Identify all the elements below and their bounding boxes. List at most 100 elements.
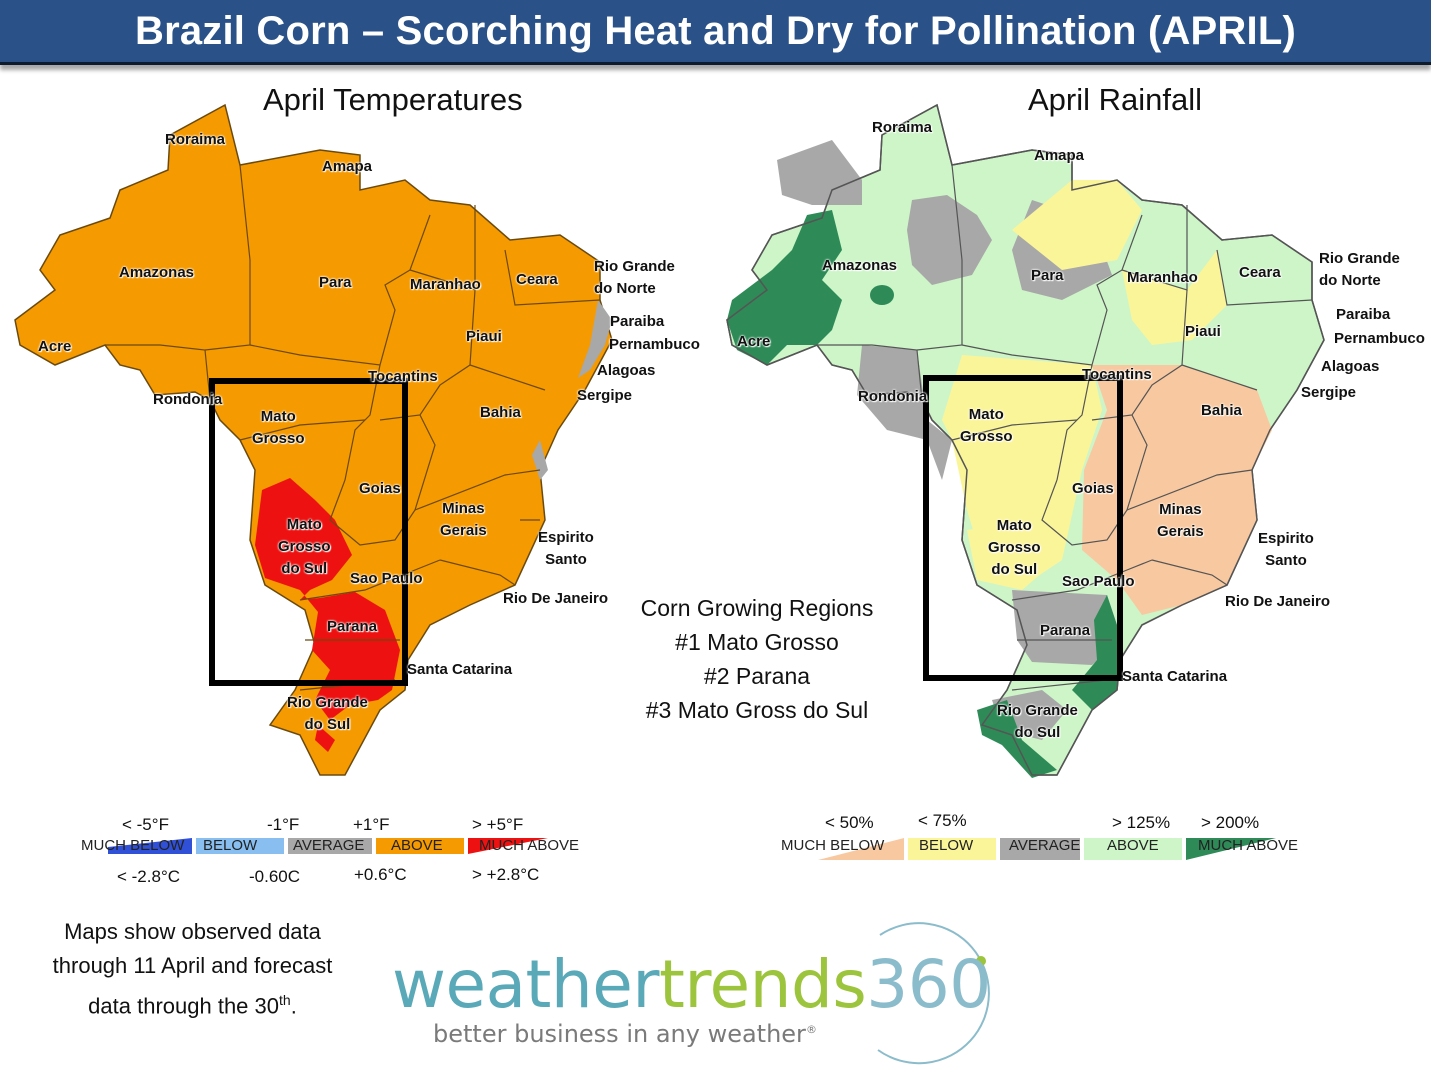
rain-corn-region-box	[923, 375, 1123, 681]
temp-state-label: Santa Catarina	[407, 661, 513, 678]
logo-dot	[976, 956, 986, 966]
logo-word-360: 360	[866, 946, 991, 1023]
rain-state-label: Amazonas	[822, 257, 898, 274]
corn-regions-heading: Corn Growing Regions	[640, 595, 874, 621]
logo-word-trends: trends	[658, 946, 867, 1023]
temp-state-label: Roraima	[165, 131, 226, 148]
rain-state-label: Rio De Janeiro	[1225, 593, 1331, 610]
temp-state-label: Pernambuco	[609, 336, 700, 353]
notes-superscript: th	[279, 992, 291, 1008]
temp-state-label: Amapa	[322, 158, 373, 175]
temp-state-label: Mato Grosso do Sul	[278, 516, 331, 577]
rain-state-label: Piaui	[1185, 323, 1221, 340]
rain-legend-top-tick: > 125%	[1112, 813, 1171, 832]
rain-legend-top-tick: < 75%	[918, 811, 967, 830]
temp-state-label: Parana	[327, 618, 378, 635]
notes-line-end: .	[290, 993, 297, 1019]
temp-state-label: Goias	[359, 480, 401, 497]
temp-legend-top-tick: +1°F	[353, 815, 390, 834]
rain-state-label: Para	[1031, 267, 1064, 284]
rain-state-label: Mato Grosso	[960, 406, 1013, 445]
rain-state-label: Tocantins	[1082, 366, 1152, 383]
logo-wordmark: weathertrends360	[392, 946, 991, 1023]
notes-line: through 11 April and forecast	[52, 953, 333, 978]
rainfall-map-title: April Rainfall	[1028, 82, 1203, 117]
rain-state-label: Minas Gerais	[1157, 501, 1204, 540]
notes-line: data through the 30th.	[20, 983, 365, 1023]
rain-state-label: Alagoas	[1321, 358, 1380, 375]
rain-state-label: Parana	[1040, 622, 1091, 639]
temp-legend-top-tick: > +5°F	[472, 815, 524, 834]
rain-state-label: Amapa	[1034, 147, 1085, 164]
temp-legend-category: AVERAGE	[293, 837, 365, 854]
logo-registered-mark: ®	[805, 1023, 817, 1036]
rain-state-label: Goias	[1072, 480, 1114, 497]
temp-legend-category: ABOVE	[391, 837, 443, 854]
data-notes: Maps show observed data through 11 April…	[20, 915, 365, 1023]
temp-legend-top-tick: -1°F	[267, 815, 300, 834]
temp-legend-bottom-tick: +0.6°C	[354, 865, 407, 884]
corn-regions-info: Corn Growing Regions #1 Mato Grosso #2 P…	[622, 591, 892, 727]
temp-state-label: Maranhao	[410, 276, 481, 293]
rain-legend-top-tick: < 50%	[825, 813, 874, 832]
temperature-map	[14, 104, 613, 776]
corn-region-item: #3 Mato Gross do Sul	[645, 697, 869, 723]
rain-state-label: Rio Grande do Sul	[997, 702, 1078, 741]
rainfall-legend-bar	[818, 838, 1276, 860]
rain-legend-category: BELOW	[919, 837, 974, 854]
rain-state-label: Mato Grosso do Sul	[988, 517, 1041, 578]
temp-legend-bottom-tick: > +2.8°C	[472, 865, 540, 884]
rain-legend-top-tick: > 200%	[1201, 813, 1260, 832]
rain-state-label: Acre	[737, 333, 771, 350]
temp-state-label: Sergipe	[577, 387, 633, 404]
temp-legend-bottom-tick: -0.60C	[249, 867, 301, 886]
rain-state-label: Rio Grande do Norte	[1319, 250, 1400, 289]
temp-state-label: Mato Grosso	[252, 408, 305, 447]
temp-corn-region-box	[209, 378, 408, 686]
temp-state-label: Paraiba	[610, 313, 665, 330]
rain-legend-category: AVERAGE	[1009, 837, 1081, 854]
page-title: Brazil Corn – Scorching Heat and Dry for…	[134, 8, 1296, 53]
rainfall-map	[726, 104, 1325, 778]
notes-line-text: data through the 30	[88, 993, 279, 1019]
temp-state-label: Piaui	[466, 328, 502, 345]
temp-state-label: Espirito Santo	[538, 529, 594, 568]
temp-legend-category: MUCH ABOVE	[479, 837, 580, 854]
rain-state-label: Sergipe	[1301, 384, 1357, 401]
rain-state-label: Maranhao	[1127, 269, 1198, 286]
temp-state-label: Rio Grande do Sul	[287, 694, 368, 733]
temperature-map-title: April Temperatures	[263, 82, 523, 117]
temp-legend-category: BELOW	[203, 837, 258, 854]
temp-legend-top-tick: < -5°F	[122, 815, 169, 834]
temp-legend-bottom-tick: < -2.8°C	[117, 867, 181, 886]
rain-state-label: Pernambuco	[1334, 330, 1425, 347]
rain-state-label: Rondonia	[858, 388, 928, 405]
rain-state-label: Santa Catarina	[1122, 668, 1228, 685]
logo-ring	[877, 922, 990, 1065]
temp-state-label: Rio De Janeiro	[503, 590, 609, 607]
notes-line: Maps show observed data	[64, 919, 321, 944]
temp-state-label: Sao Paulo	[350, 570, 423, 587]
rain-legend-category: MUCH BELOW	[781, 837, 885, 854]
rain-state-label: Espirito Santo	[1258, 530, 1314, 569]
rain-state-label: Roraima	[872, 119, 933, 136]
temp-state-label: Acre	[38, 338, 72, 355]
rain-state-label: Paraiba	[1336, 306, 1391, 323]
temp-state-label: Amazonas	[119, 264, 195, 281]
temp-state-label: Rio Grande do Norte	[594, 258, 675, 297]
title-bar: Brazil Corn – Scorching Heat and Dry for…	[0, 0, 1431, 65]
rain-legend-category: MUCH ABOVE	[1198, 837, 1299, 854]
temp-state-label: Minas Gerais	[440, 500, 487, 539]
temp-state-label: Tocantins	[368, 368, 438, 385]
corn-region-item: #1 Mato Grosso	[675, 629, 839, 655]
logo-tagline: better business in any weather®	[433, 1020, 817, 1048]
rain-state-label: Ceara	[1239, 264, 1281, 281]
rain-state-label: Bahia	[1201, 402, 1242, 419]
rain-legend-category: ABOVE	[1107, 837, 1159, 854]
logo-tagline-text: better business in any weather	[433, 1020, 806, 1048]
temperature-legend-bar	[108, 838, 548, 854]
temp-state-label: Para	[319, 274, 352, 291]
temp-state-label: Ceara	[516, 271, 558, 288]
temp-legend-category: MUCH BELOW	[81, 837, 185, 854]
